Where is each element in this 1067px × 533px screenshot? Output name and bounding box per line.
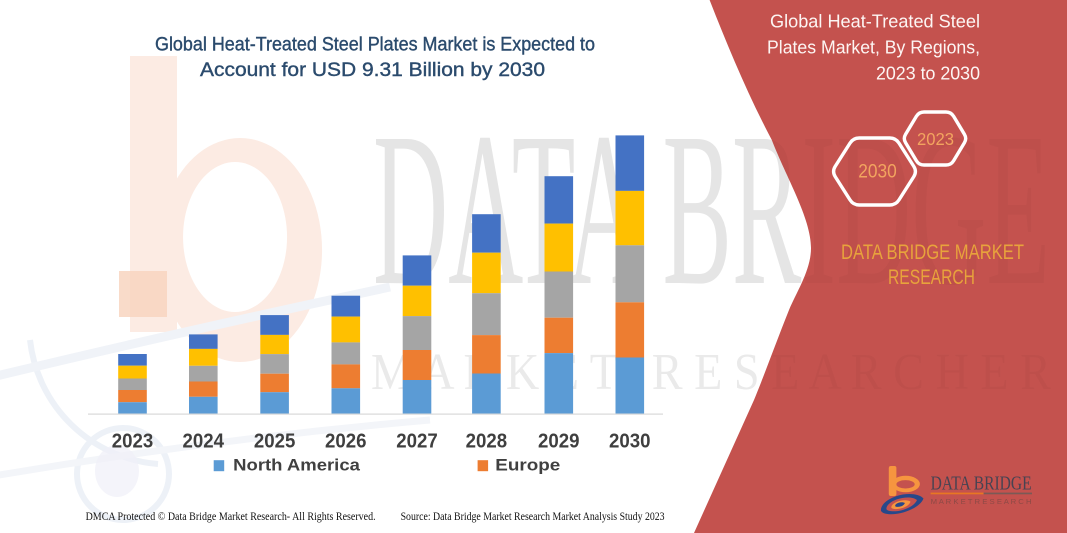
svg-text:M A R K E T R E S E A R C H: M A R K E T R E S E A R C H	[931, 497, 1032, 506]
svg-text:Source: Data Bridge Market Res: Source: Data Bridge Market Research Mark…	[401, 511, 665, 523]
svg-text:Global Heat-Treated Steel: Global Heat-Treated Steel	[770, 11, 980, 32]
svg-text:Global Heat-Treated Steel Plat: Global Heat-Treated Steel Plates Market …	[155, 34, 595, 56]
svg-text:Account for USD 9.31 Billion b: Account for USD 9.31 Billion by 2030	[200, 59, 545, 81]
svg-text:2025: 2025	[254, 430, 296, 452]
svg-text:2030: 2030	[609, 430, 651, 452]
svg-text:2024: 2024	[183, 430, 225, 452]
svg-text:DMCA Protected © Data Bridge M: DMCA Protected © Data Bridge Market Rese…	[86, 511, 376, 523]
svg-text:2029: 2029	[538, 430, 580, 452]
svg-text:2026: 2026	[325, 430, 367, 452]
svg-text:2023 to 2030: 2023 to 2030	[876, 63, 980, 84]
svg-text:North America: North America	[233, 457, 361, 475]
svg-text:RESEARCH: RESEARCH	[888, 266, 975, 289]
svg-text:2023: 2023	[112, 430, 154, 452]
svg-text:2028: 2028	[466, 430, 508, 452]
svg-text:DATA BRIDGE: DATA BRIDGE	[931, 473, 1032, 495]
svg-text:2030: 2030	[858, 161, 897, 183]
svg-text:2027: 2027	[396, 430, 438, 452]
svg-text:DATA BRIDGE MARKET: DATA BRIDGE MARKET	[841, 241, 1024, 264]
svg-text:Europe: Europe	[495, 457, 560, 475]
svg-text:Plates Market, By Regions,: Plates Market, By Regions,	[767, 37, 980, 58]
svg-text:2023: 2023	[917, 129, 954, 149]
